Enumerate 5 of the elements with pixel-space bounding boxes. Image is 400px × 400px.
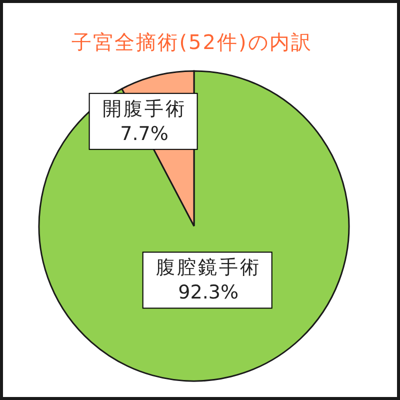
data-label: 7.7%: [120, 122, 168, 145]
slice-label: 開腹手術: [102, 98, 186, 120]
data-label: 92.3%: [178, 282, 239, 304]
slice-label: 腹腔鏡手術: [156, 256, 261, 279]
chart-title: 子宮全摘術(52件)の内訳: [70, 30, 314, 54]
